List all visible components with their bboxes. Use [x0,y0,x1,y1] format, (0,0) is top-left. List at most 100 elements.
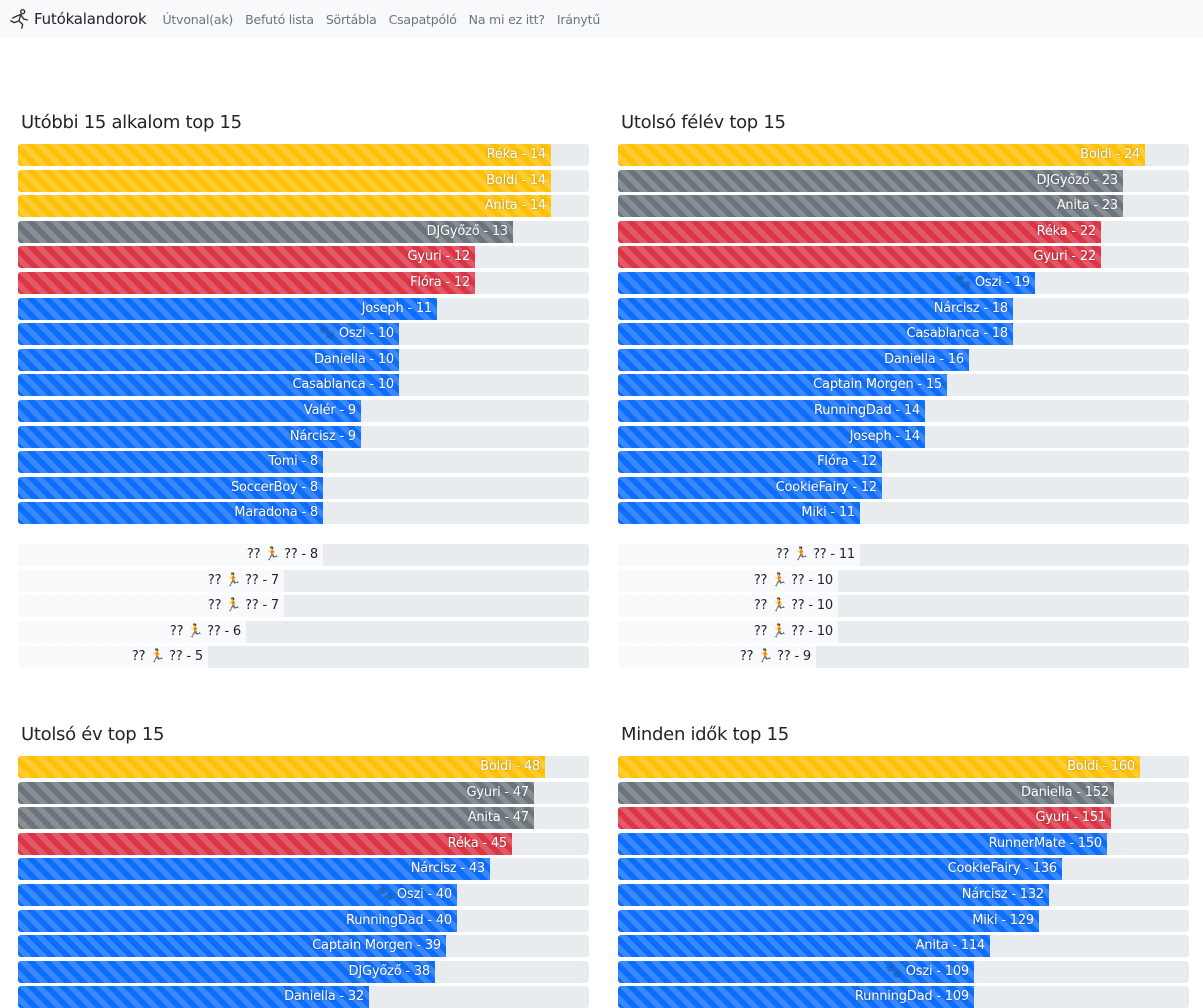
leaderboard-row: Tomi - 8 [18,451,589,474]
bar-label: Boldi - 24 [1080,147,1140,162]
bar-label: ?? 🏃 ?? - 10 [753,572,833,588]
leaderboard-row: Daniella - 10 [18,348,589,371]
bar-label: Gyuri - 22 [1033,249,1097,265]
leaderboard-row: SoccerBoy - 8 [18,476,589,499]
progress-bar: Casablanca - 18 [618,323,1013,346]
section-title: Minden idők top 15 [621,724,789,745]
progress-bar: Gyuri - 151 [618,807,1111,830]
bar-label: 🐾 Oszi - 40 [376,887,452,902]
bar-label: ?? 🏃 ?? - 9 [739,649,811,665]
progress-bar: ?? 🏃 ?? - 10 [618,620,838,643]
bar-label: RunningDad - 40 [346,912,452,928]
bar-label: RunningDad - 14 [814,403,920,418]
progress-bar: Joseph - 11 [18,297,437,320]
bar-label: Nárcisz - 18 [933,300,1008,316]
nav-link-team-shirt[interactable]: Csapatpóló [388,11,457,27]
progress-bar: Réka - 45 [18,832,512,855]
bar-label: Flóra - 12 [817,454,877,470]
progress-bar: ?? 🏃 ?? - 10 [618,569,838,592]
progress-bar: SoccerBoy - 8 [18,476,323,499]
leaderboard-row: DJGyőző - 23 [618,169,1189,192]
progress-bar: Valér - 9 [18,400,361,422]
section-title: Utolsó év top 15 [21,724,165,745]
bar-label: Réka - 14 [486,147,547,162]
leaderboard-row: Réka - 22 [618,220,1189,243]
leaderboard-section: Utolsó félév top 15 Boldi - 24 DJGyőző - 2… [618,74,1189,669]
progress-bar: ?? 🏃 ?? - 6 [18,620,246,643]
bar-label: Casablanca - 18 [906,326,1009,342]
progress-bar: Daniella - 16 [618,348,969,371]
bar-label: Daniella - 152 [1021,784,1109,800]
nav-link-routes[interactable]: Útvonal(ak) [162,11,234,27]
progress-bar: Anita - 14 [18,195,551,218]
progress-bar: Anita - 23 [618,195,1123,218]
leaderboard-row: ?? 🏃 ?? - 5 [18,646,589,669]
brand-name: Futókalandorok [34,10,147,28]
bar-label: DJGyőző - 38 [348,963,431,979]
leaderboard-row: Casablanca - 18 [618,323,1189,346]
bar-label: RunnerMate - 150 [988,835,1103,851]
nav-link-what-is-this[interactable]: Na mi ez itt? [468,11,545,27]
leaderboard-row: ?? 🏃 ?? - 9 [618,646,1189,669]
nav-link-finishers[interactable]: Befutó lista [245,11,314,27]
leaderboard-row: 🐾 Oszi - 19 [618,272,1189,294]
leaderboard-row: ?? 🏃 ?? - 11 [618,544,1189,566]
brand-link[interactable]: Futókalandorok [8,8,147,30]
progress-bar: Casablanca - 10 [18,374,399,397]
leaderboard-row: 🐾 Oszi - 109 [618,960,1189,983]
bar-label: ?? 🏃 ?? - 6 [169,623,241,639]
progress-bar: Anita - 47 [18,807,534,830]
navbar: Futókalandorok Útvonal(ak) Befutó lista … [0,0,1203,38]
leaderboard-row: Boldi - 48 [18,756,589,778]
leaderboard-row: ?? 🏃 ?? - 10 [618,569,1189,592]
leaderboard-row: Gyuri - 12 [18,246,589,269]
leaderboard-row: Nárcisz - 9 [18,425,589,448]
progress-bar: Boldi - 160 [618,756,1140,778]
progress-bar: Captain Morgen - 39 [18,935,446,958]
leaderboard-section: Utóbbi 15 alkalom top 15 Réka - 14 Boldi -… [18,74,589,669]
bar-label: Boldi - 14 [486,172,546,188]
leaderboard-row: Miki - 129 [618,909,1189,932]
leaderboard-row: Nárcisz - 18 [618,297,1189,320]
progress-bar: DJGyőző - 13 [18,220,513,243]
leaderboard-row: DJGyőző - 13 [18,220,589,243]
bar-label: Daniella - 10 [314,351,394,367]
leaderboard-row: Gyuri - 22 [618,246,1189,269]
bar-label: Anita - 47 [467,810,530,826]
progress-bar: CookieFairy - 136 [618,858,1062,881]
bar-label: Gyuri - 47 [466,784,530,800]
leaderboard-row: Maradona - 8 [18,502,589,525]
leaderboard-row: ?? 🏃 ?? - 8 [18,544,589,566]
progress-bar: Joseph - 14 [618,425,925,448]
bar-label: Captain Morgen - 39 [312,938,441,954]
bar-label: ?? 🏃 ?? - 10 [753,623,833,639]
nav-link-compass[interactable]: Iránytű [556,11,601,27]
bar-label: ?? 🏃 ?? - 7 [207,572,279,588]
progress-bar: Nárcisz - 132 [618,884,1049,906]
progress-bar: ?? 🏃 ?? - 10 [618,595,838,618]
leaderboard-row: ?? 🏃 ?? - 10 [618,620,1189,643]
bar-label: Gyuri - 12 [407,249,471,265]
progress-bar: Miki - 129 [618,909,1039,932]
bar-label: Nárcisz - 9 [289,428,356,444]
bar-label: Gyuri - 151 [1035,810,1106,826]
progress-bar: Boldi - 48 [18,756,545,778]
bar-label: Boldi - 160 [1067,759,1135,774]
progress-bar: Flóra - 12 [18,272,475,294]
nav-link-beer-table[interactable]: Sörtábla [325,11,377,27]
bar-label: SoccerBoy - 8 [230,479,318,495]
leaderboard-row: Gyuri - 47 [18,781,589,804]
leaderboard-row: Boldi - 14 [18,169,589,192]
progress-bar: Flóra - 12 [618,451,882,474]
leaderboard-row: Casablanca - 10 [18,374,589,397]
leaderboard-row: Daniella - 152 [618,781,1189,804]
leaderboard-row: Daniella - 32 [18,986,589,1008]
progress-bar: DJGyőző - 23 [618,169,1123,192]
progress-bar: Réka - 22 [618,220,1101,243]
leaderboard-row: Boldi - 160 [618,756,1189,778]
bar-label: CookieFairy - 12 [775,479,878,495]
runner-logo-icon [10,8,28,29]
progress-bar: Gyuri - 22 [618,246,1101,269]
leaderboard-section: Minden idők top 15 Boldi - 160 Daniella - … [618,686,1189,1008]
progress-bar: ?? 🏃 ?? - 8 [18,544,323,566]
